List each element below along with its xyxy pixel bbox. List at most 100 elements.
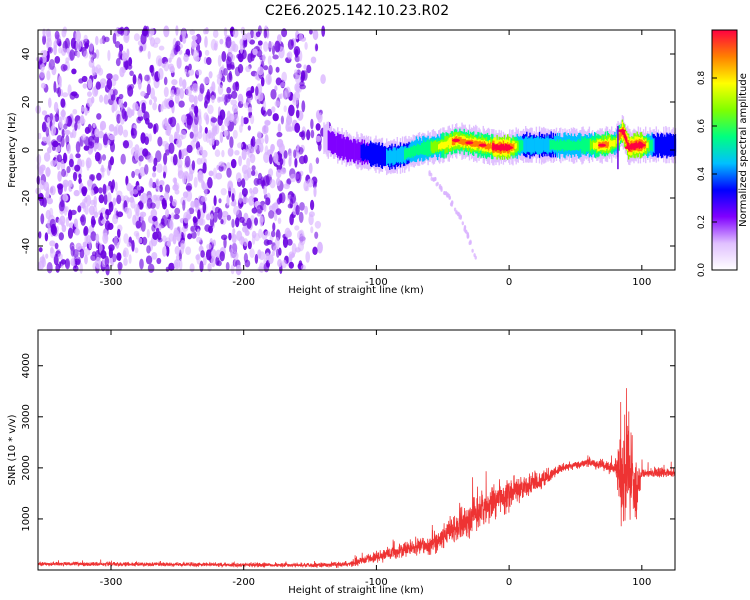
noise-blob <box>100 78 107 85</box>
ridge-segment <box>614 140 616 147</box>
noise-blob <box>60 98 66 108</box>
noise-blob <box>104 232 108 241</box>
noise-blob <box>263 41 269 52</box>
noise-blob <box>184 155 191 168</box>
ridge-segment <box>348 140 351 160</box>
noise-blob <box>304 205 308 215</box>
noise-blob <box>300 264 306 271</box>
noise-blob <box>179 258 183 271</box>
noise-blob <box>303 64 307 70</box>
noise-blob <box>205 27 209 35</box>
y-tick-label: 0 <box>21 147 32 153</box>
noise-blob <box>69 92 76 100</box>
noise-blob <box>173 182 180 191</box>
noise-blob <box>262 110 267 117</box>
ridge-segment <box>532 138 534 153</box>
noise-blob <box>200 146 203 154</box>
noise-blob <box>259 215 264 227</box>
noise-blob <box>43 152 51 162</box>
noise-blob <box>270 89 277 100</box>
noise-blob <box>108 124 115 132</box>
noise-blob <box>57 170 62 182</box>
noise-blob <box>164 184 171 194</box>
noise-blob <box>147 155 154 163</box>
noise-blob <box>98 187 103 194</box>
ridge-segment <box>343 137 345 160</box>
noise-blob <box>115 58 121 67</box>
noise-blob <box>256 204 263 214</box>
noise-blob <box>126 182 132 192</box>
y-tick-label: -20 <box>21 190 32 206</box>
noise-blob <box>217 84 224 95</box>
noise-blob <box>85 194 92 207</box>
ridge-segment <box>524 138 526 153</box>
noise-blob <box>114 41 121 48</box>
tail-blob <box>430 176 433 181</box>
noise-blob <box>233 205 240 216</box>
noise-blob <box>181 27 187 40</box>
noise-blob <box>189 263 195 273</box>
noise-blob <box>227 147 234 157</box>
ridge-segment <box>597 141 599 149</box>
noise-blob <box>75 242 82 251</box>
noise-blob <box>169 195 173 203</box>
noise-blob <box>50 139 58 147</box>
ridge-segment <box>608 141 611 148</box>
tail-blob <box>459 215 462 220</box>
noise-blob <box>83 50 89 59</box>
ridge-segment <box>645 140 647 148</box>
noise-blob <box>168 142 175 154</box>
noise-blob <box>76 51 81 58</box>
noise-blob <box>81 186 88 195</box>
noise-blob <box>224 93 231 103</box>
noise-blob <box>218 70 222 79</box>
noise-blob <box>135 232 140 240</box>
ridge-segment <box>461 139 463 145</box>
noise-blob <box>226 56 232 68</box>
noise-blob <box>205 249 212 261</box>
noise-blob <box>233 113 239 125</box>
noise-blob <box>251 165 256 172</box>
noise-blob <box>84 126 90 134</box>
ridge-segment <box>402 147 405 162</box>
ridge-segment <box>613 140 615 147</box>
ridge-segment <box>442 142 444 149</box>
noise-blob <box>133 33 140 42</box>
ridge-segment <box>384 146 387 165</box>
noise-blob <box>162 235 167 242</box>
noise-blob <box>242 117 249 125</box>
noise-blob <box>285 123 292 132</box>
ridge-segment <box>595 142 597 149</box>
noise-blob <box>228 232 232 241</box>
noise-blob <box>187 233 193 240</box>
spectrogram-y-ticks: -40 -20 0 20 40 <box>21 48 675 254</box>
noise-blob <box>288 104 295 117</box>
noise-blob <box>193 113 199 125</box>
noise-blob <box>195 254 200 261</box>
noise-blob <box>257 40 263 46</box>
noise-blob <box>129 196 135 203</box>
noise-blob <box>169 134 174 144</box>
noise-blob <box>246 217 252 229</box>
ridge-segment <box>372 147 374 162</box>
noise-blob <box>60 109 66 118</box>
noise-blob <box>231 218 235 228</box>
noise-blob <box>78 78 84 84</box>
ridge-segment <box>474 140 476 147</box>
noise-blob <box>115 124 120 135</box>
noise-blob <box>217 96 221 103</box>
noise-blob <box>210 213 214 220</box>
ridge-segment <box>515 143 517 149</box>
noise-blob <box>250 85 255 94</box>
ridge-segment <box>649 141 651 150</box>
noise-blob <box>72 108 78 115</box>
noise-blob <box>182 191 189 198</box>
noise-blob <box>116 194 122 205</box>
noise-blob <box>156 163 163 173</box>
noise-blob <box>321 25 326 37</box>
noise-blob <box>68 158 74 168</box>
noise-blob <box>81 134 87 141</box>
noise-blob <box>254 253 259 264</box>
noise-blob <box>136 77 141 85</box>
